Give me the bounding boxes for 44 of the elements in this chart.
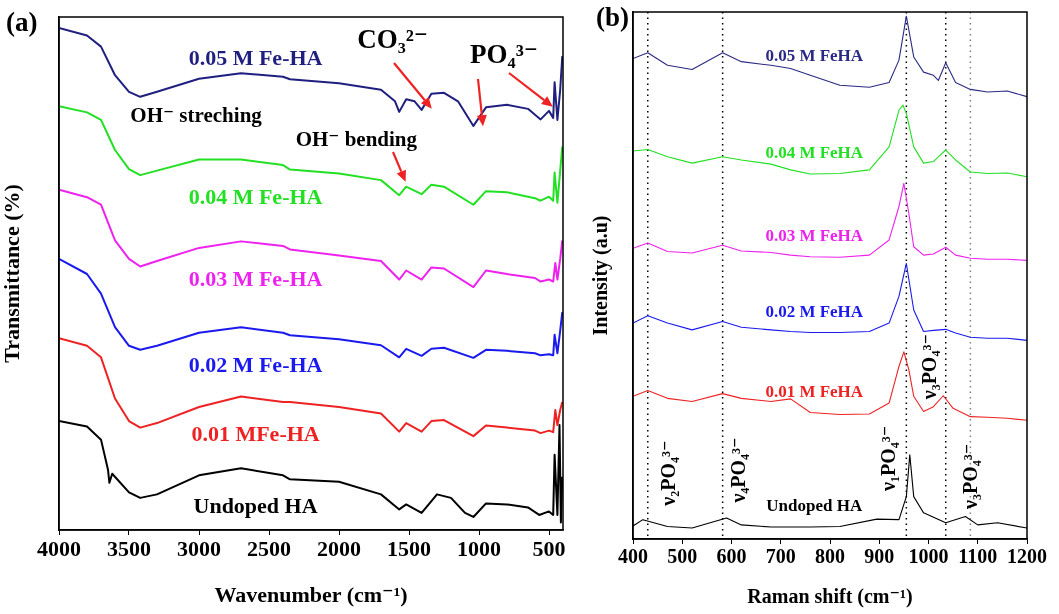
series-label: 0.04 M Fe-HA	[188, 184, 323, 210]
x-axis-title: Raman shift (cm⁻¹)	[747, 585, 913, 609]
series-label: 0.02 M Fe-HA	[188, 351, 323, 377]
x-tick-label: 1500	[387, 535, 431, 561]
series-label: 0.05 M FeHA	[765, 45, 864, 65]
chart-title: (b)	[596, 2, 629, 33]
x-tick-label: 800	[815, 545, 845, 568]
series-label: 0.03 M Fe-HA	[188, 265, 323, 291]
series-label: 0.01 M FeHA	[765, 382, 864, 402]
series-label: 0.03 M FeHA	[765, 226, 864, 246]
annotation: CO₃²⁻	[357, 24, 429, 55]
x-tick-label: 600	[716, 545, 747, 568]
annotation: ν₂PO₄³⁻	[657, 440, 680, 507]
x-tick-label: 1000	[457, 535, 501, 561]
x-tick-label: 2500	[247, 535, 291, 561]
x-tick-label: 2000	[317, 535, 361, 561]
x-tick-label: 900	[864, 545, 895, 568]
x-axis-title: Wavenumber (cm⁻¹)	[214, 582, 408, 608]
annotation: ν₃PO₄³⁻	[917, 334, 940, 401]
annotation: PO₄³⁻	[470, 39, 538, 70]
annotation: ν₄PO₄³⁻	[727, 437, 750, 504]
y-axis-title: Transmittance (%)	[0, 184, 24, 363]
x-tick-label: 500	[667, 545, 698, 568]
x-tick-label: 1100	[958, 545, 998, 568]
x-tick-label: 400	[618, 545, 648, 568]
series-label: 0.01 MFe-HA	[191, 421, 320, 447]
series-label: 0.02 M FeHA	[765, 301, 864, 321]
x-tick-label: 1200	[1007, 545, 1047, 568]
annotation: ν₁PO₄³⁻	[877, 425, 900, 492]
x-tick-label: 3500	[107, 535, 151, 561]
series-label: Undoped HA	[766, 496, 863, 516]
chart-title: (a)	[6, 7, 38, 38]
y-axis-title: Intensity (a.u)	[589, 215, 613, 336]
annotation: OH⁻ bending	[295, 127, 418, 152]
x-tick-label: 3000	[177, 535, 221, 561]
annotation: ν₃PO₄³⁻	[959, 443, 982, 510]
x-tick-label: 1000	[908, 545, 949, 568]
series-label: 0.05 M Fe-HA	[188, 45, 323, 71]
x-tick-label: 4000	[37, 535, 81, 561]
x-tick-label: 700	[765, 545, 796, 568]
x-tick-label: 500	[532, 535, 566, 561]
annotation: OH⁻ streching	[130, 102, 263, 127]
series-label: 0.04 M FeHA	[765, 143, 864, 163]
series-label: Undoped HA	[193, 493, 318, 519]
